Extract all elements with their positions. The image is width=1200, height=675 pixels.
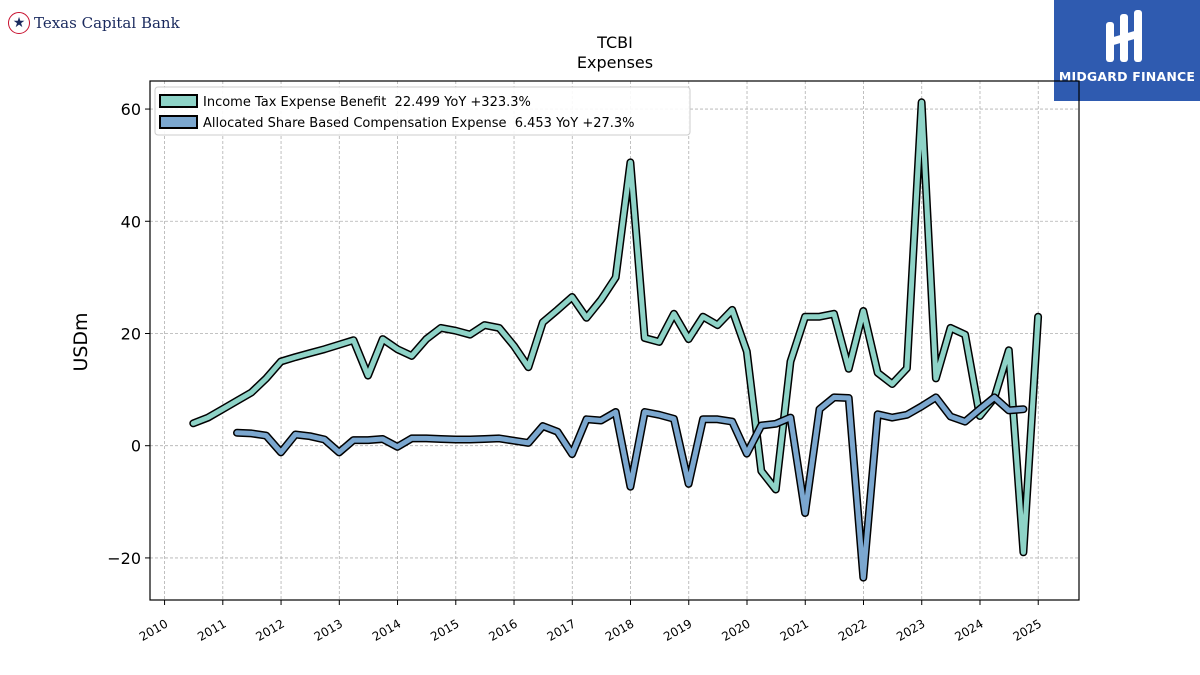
grid-lines [150, 81, 1079, 600]
series-1-line [234, 394, 1026, 581]
series-0-line [190, 99, 1041, 555]
x-tick-label: 2013 [312, 617, 345, 644]
x-tick-label: 2015 [428, 617, 461, 644]
texas-capital-bank-logo: ★ Texas Capital Bank [8, 12, 180, 34]
midgard-finance-logo: MIDGARD FINANCE [1054, 0, 1200, 101]
x-tick-label: 2017 [545, 617, 578, 644]
x-tick-label: 2021 [778, 617, 811, 644]
legend-swatch-1 [159, 115, 198, 129]
right-logo-text: MIDGARD FINANCE [1058, 69, 1196, 84]
y-tick-label: 0 [131, 437, 141, 456]
series-0-outline [189, 98, 1043, 557]
y-tick-label: 60 [121, 100, 141, 119]
series-1-outline [233, 393, 1028, 582]
y-axis: −20 0 20 40 60 [107, 100, 150, 568]
y-tick-label: −20 [107, 549, 141, 568]
chart-title: TCBI [596, 33, 633, 52]
x-tick-label: 2019 [661, 617, 694, 644]
chart-subtitle: Expenses [577, 53, 653, 72]
x-tick-label: 2010 [137, 617, 170, 644]
x-axis: 2010 2011 2012 2013 2014 2015 2016 2017 2018 2019… [137, 600, 1044, 644]
left-logo-text: Texas Capital Bank [34, 14, 180, 32]
x-tick-label: 2012 [253, 617, 286, 644]
plot-frame [149, 80, 1080, 601]
y-tick-label: 20 [121, 324, 141, 343]
y-tick-label: 40 [121, 212, 141, 231]
legend: Income Tax Expense Benefit 22.499 YoY +3… [154, 86, 691, 136]
x-tick-label: 2023 [894, 617, 927, 644]
legend-box [154, 86, 691, 136]
legend-label-0: Income Tax Expense Benefit 22.499 YoY +3… [203, 95, 531, 110]
x-tick-label: 2025 [1011, 617, 1044, 644]
x-tick-label: 2020 [719, 617, 752, 644]
x-tick-label: 2018 [603, 617, 636, 644]
x-tick-label: 2016 [486, 617, 519, 644]
x-tick-label: 2014 [370, 617, 403, 644]
midgard-emblem-icon [1106, 10, 1142, 62]
x-tick-label: 2011 [195, 617, 228, 644]
x-tick-label: 2024 [952, 617, 985, 644]
y-axis-label: USDm [70, 312, 92, 371]
legend-swatch-0 [159, 94, 198, 108]
series-layer [189, 98, 1043, 582]
star-icon: ★ [8, 12, 30, 34]
legend-label-1: Allocated Share Based Compensation Expen… [203, 116, 635, 131]
x-tick-label: 2022 [836, 617, 869, 644]
